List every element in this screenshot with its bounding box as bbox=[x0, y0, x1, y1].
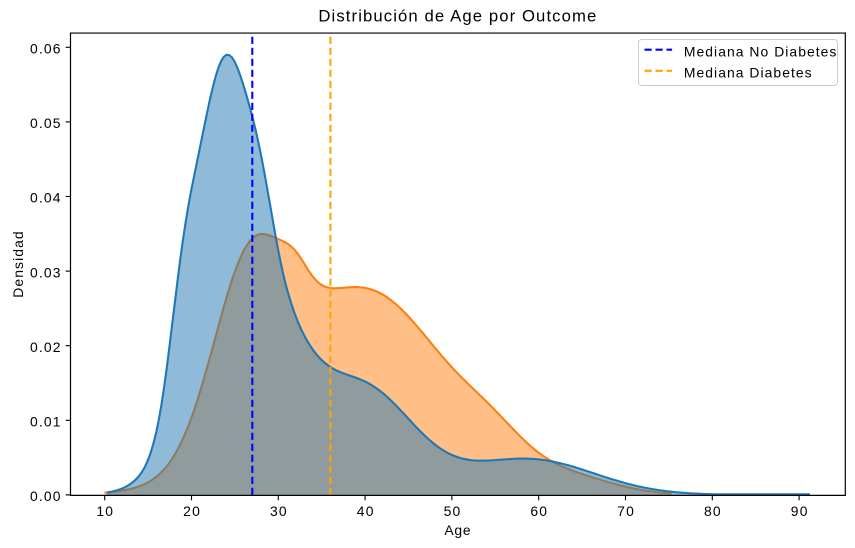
svg-text:40: 40 bbox=[357, 503, 375, 519]
svg-text:Mediana No Diabetes: Mediana No Diabetes bbox=[684, 43, 838, 59]
svg-text:Distribución de Age por Outcom: Distribución de Age por Outcome bbox=[318, 7, 597, 26]
svg-text:0.06: 0.06 bbox=[30, 41, 62, 57]
svg-text:Densidad: Densidad bbox=[10, 230, 26, 298]
svg-text:0.02: 0.02 bbox=[30, 339, 62, 355]
svg-text:50: 50 bbox=[444, 503, 462, 519]
svg-text:0.03: 0.03 bbox=[30, 264, 62, 280]
svg-text:0.01: 0.01 bbox=[30, 414, 62, 430]
svg-text:0.05: 0.05 bbox=[30, 115, 62, 131]
svg-text:60: 60 bbox=[530, 503, 548, 519]
svg-text:70: 70 bbox=[617, 503, 635, 519]
svg-text:30: 30 bbox=[270, 503, 288, 519]
svg-text:90: 90 bbox=[791, 503, 809, 519]
svg-text:20: 20 bbox=[183, 503, 201, 519]
svg-text:0.00: 0.00 bbox=[30, 488, 62, 504]
svg-text:80: 80 bbox=[704, 503, 722, 519]
svg-text:10: 10 bbox=[96, 503, 114, 519]
svg-text:Mediana Diabetes: Mediana Diabetes bbox=[684, 64, 813, 80]
svg-text:0.04: 0.04 bbox=[30, 190, 62, 206]
svg-text:Age: Age bbox=[444, 522, 471, 538]
